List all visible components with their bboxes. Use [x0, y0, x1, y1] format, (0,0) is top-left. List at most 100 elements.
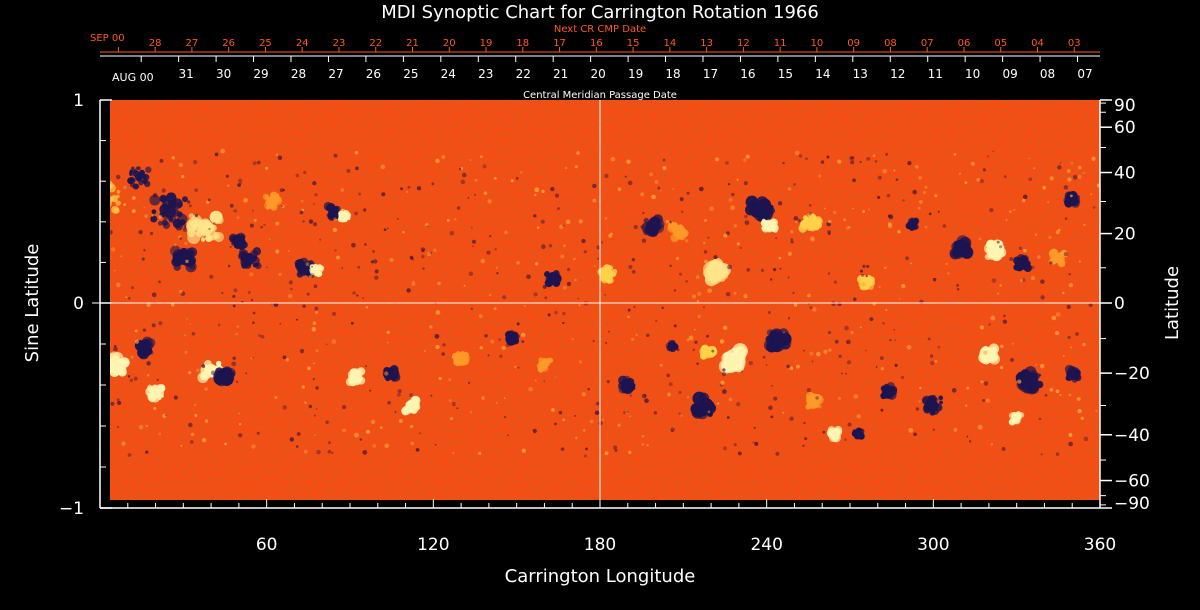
network-speckle	[754, 441, 759, 446]
network-speckle	[433, 248, 437, 252]
network-speckle	[745, 154, 750, 159]
network-speckle	[505, 342, 510, 348]
network-speckle	[540, 219, 545, 224]
network-speckle	[250, 298, 254, 302]
network-speckle	[794, 150, 800, 156]
network-speckle	[737, 451, 742, 456]
network-speckle	[715, 157, 720, 162]
magnetic-region-spot	[275, 193, 280, 197]
network-speckle	[765, 364, 768, 366]
network-speckle	[301, 385, 305, 389]
magnetic-region-core	[703, 347, 714, 358]
network-speckle	[929, 354, 934, 358]
network-speckle	[966, 386, 970, 390]
network-speckle	[165, 414, 167, 417]
network-speckle	[932, 277, 937, 282]
network-speckle	[425, 223, 429, 227]
network-speckle	[567, 267, 571, 272]
x-tick-label: 300	[917, 535, 949, 555]
network-speckle	[1009, 257, 1014, 262]
network-speckle	[179, 289, 183, 294]
cmp-day-label: 25	[403, 67, 418, 81]
next-cr-day-label: 11	[774, 38, 787, 49]
next-cr-day-label: 19	[480, 38, 493, 49]
network-speckle	[296, 318, 299, 321]
network-speckle	[380, 164, 386, 170]
magnetic-region-core	[328, 206, 339, 217]
network-speckle	[469, 411, 473, 414]
network-speckle	[847, 422, 852, 427]
network-speckle	[560, 254, 565, 259]
magnetic-region-spot	[216, 360, 222, 366]
magnetic-region-spot	[150, 215, 158, 223]
magnetic-region-core	[672, 226, 683, 238]
network-speckle	[354, 211, 358, 216]
network-speckle	[694, 340, 698, 344]
network-speckle	[233, 209, 238, 213]
network-speckle	[332, 227, 338, 233]
network-speckle	[212, 222, 216, 225]
network-speckle	[722, 368, 726, 372]
network-speckle	[232, 294, 236, 298]
network-speckle	[594, 410, 600, 416]
network-speckle	[453, 218, 457, 221]
network-speckle	[470, 307, 473, 310]
magnetic-region-spot	[747, 202, 753, 208]
magnetic-region-core	[300, 263, 311, 274]
network-speckle	[303, 449, 308, 454]
x-tick-label: 240	[750, 535, 782, 555]
network-speckle	[510, 179, 514, 183]
network-speckle	[605, 341, 608, 344]
network-speckle	[227, 184, 230, 187]
network-speckle	[456, 206, 461, 210]
network-speckle	[990, 315, 996, 321]
network-speckle	[528, 386, 533, 392]
network-speckle	[315, 310, 319, 314]
network-speckle	[859, 326, 862, 329]
network-speckle	[741, 370, 744, 373]
network-speckle	[982, 398, 986, 402]
network-speckle	[997, 292, 1000, 295]
next-cr-start-label: SEP 00	[90, 33, 125, 44]
network-speckle	[930, 361, 935, 366]
network-speckle	[1049, 387, 1054, 392]
network-speckle	[358, 192, 362, 196]
next-cr-day-label: 08	[884, 38, 897, 49]
network-speckle	[826, 155, 830, 159]
network-speckle	[861, 273, 865, 277]
network-speckle	[1034, 233, 1038, 237]
magnetic-region-spot	[768, 207, 776, 215]
network-speckle	[534, 187, 540, 193]
network-speckle	[145, 424, 149, 428]
network-speckle	[149, 231, 154, 236]
magnetic-region-spot	[149, 194, 161, 206]
network-speckle	[516, 260, 520, 265]
network-speckle	[429, 251, 433, 255]
network-speckle	[880, 366, 885, 371]
network-speckle	[415, 447, 420, 452]
magnetic-region-spot	[151, 209, 157, 215]
network-speckle	[307, 366, 311, 371]
network-speckle	[853, 394, 859, 399]
network-speckle	[152, 193, 158, 198]
network-speckle	[217, 323, 221, 327]
network-speckle	[1068, 393, 1072, 397]
network-speckle	[692, 348, 696, 352]
network-speckle	[151, 214, 154, 217]
network-speckle	[1063, 251, 1069, 257]
network-speckle	[807, 293, 811, 298]
next-cr-day-label: 27	[186, 38, 199, 49]
network-speckle	[448, 378, 452, 381]
network-speckle	[607, 330, 610, 333]
network-speckle	[409, 424, 414, 429]
network-speckle	[498, 338, 502, 341]
network-speckle	[641, 443, 645, 446]
magnetic-region-core	[197, 220, 214, 236]
network-speckle	[493, 307, 497, 311]
network-speckle	[641, 434, 645, 438]
network-speckle	[232, 304, 236, 308]
magnetic-region-spot	[612, 272, 617, 277]
network-speckle	[866, 264, 870, 269]
magnetic-region-core	[646, 219, 660, 233]
network-speckle	[188, 422, 193, 428]
